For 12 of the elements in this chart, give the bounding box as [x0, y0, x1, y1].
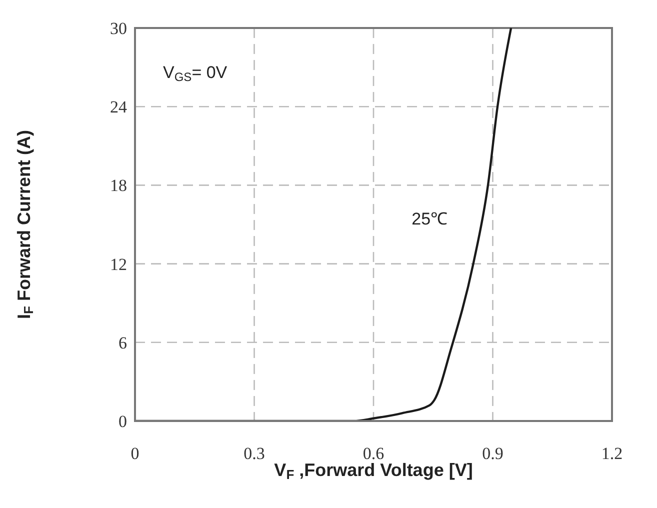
x-tick-label: 0.3	[244, 444, 265, 464]
y-tick-label: 18	[110, 176, 127, 196]
x-tick-label: 0.9	[482, 444, 504, 464]
y-tick-label: 24	[110, 98, 128, 117]
annotation: 25℃	[412, 210, 448, 228]
x-tick-label: 0	[130, 444, 140, 464]
annotation: V$_{GS}$= 0V	[163, 63, 228, 84]
x-tick-label: 1.2	[601, 444, 623, 464]
y-tick-label: 30	[110, 19, 127, 38]
y-tick-label: 12	[110, 254, 127, 274]
y-tick-label: 6	[118, 333, 127, 352]
y-tick-label: 0	[118, 412, 127, 432]
